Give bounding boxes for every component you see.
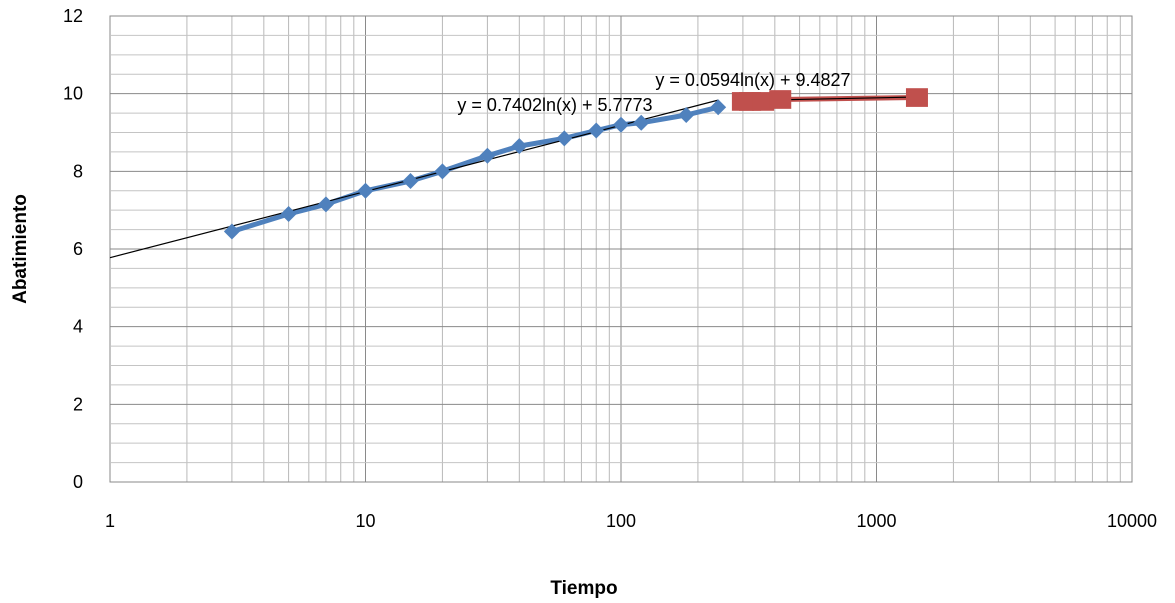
x-tick-label: 1 — [105, 511, 115, 531]
y-tick-label: 8 — [73, 161, 83, 181]
data-point-series-1 — [280, 206, 297, 223]
y-tick-label: 2 — [73, 394, 83, 414]
data-point-series-2 — [905, 88, 928, 107]
data-point-series-1 — [588, 122, 605, 139]
data-point-series-2 — [769, 90, 792, 109]
data-point-series-1 — [434, 163, 451, 180]
data-point-series-1 — [633, 114, 650, 131]
x-tick-label: 1000 — [856, 511, 896, 531]
x-tick-label: 10 — [355, 511, 375, 531]
data-point-series-2 — [752, 92, 775, 111]
data-point-series-1 — [511, 138, 528, 155]
y-tick-label: 4 — [73, 317, 83, 337]
y-tick-label: 12 — [63, 6, 83, 26]
trendline-equation-2: y = 0.0594ln(x) + 9.4827 — [655, 70, 850, 90]
x-tick-label: 10000 — [1107, 511, 1157, 531]
series-group — [109, 88, 928, 259]
data-point-series-1 — [317, 196, 334, 213]
data-point-series-1 — [223, 223, 240, 240]
x-axis-title: Tiempo — [550, 578, 617, 599]
y-tick-label: 6 — [73, 239, 83, 259]
y-axis-title: Abatimiento — [10, 194, 31, 304]
y-tick-label: 0 — [73, 472, 83, 492]
grid-lines — [109, 15, 1133, 483]
data-point-series-1 — [357, 182, 374, 199]
data-point-series-1 — [678, 107, 695, 124]
y-tick-label: 10 — [63, 84, 83, 104]
data-point-series-1 — [613, 116, 629, 133]
data-point-series-1 — [479, 147, 496, 164]
data-point-series-1 — [402, 173, 419, 190]
tick-labels: 1 10 100 1000 10000 0 2 4 6 8 10 12 — [63, 6, 1157, 531]
data-point-series-1 — [710, 99, 727, 116]
data-point-series-1 — [556, 130, 573, 147]
x-tick-label: 100 — [606, 511, 636, 531]
trendline-equation-1: y = 0.7402ln(x) + 5.7773 — [457, 95, 652, 115]
